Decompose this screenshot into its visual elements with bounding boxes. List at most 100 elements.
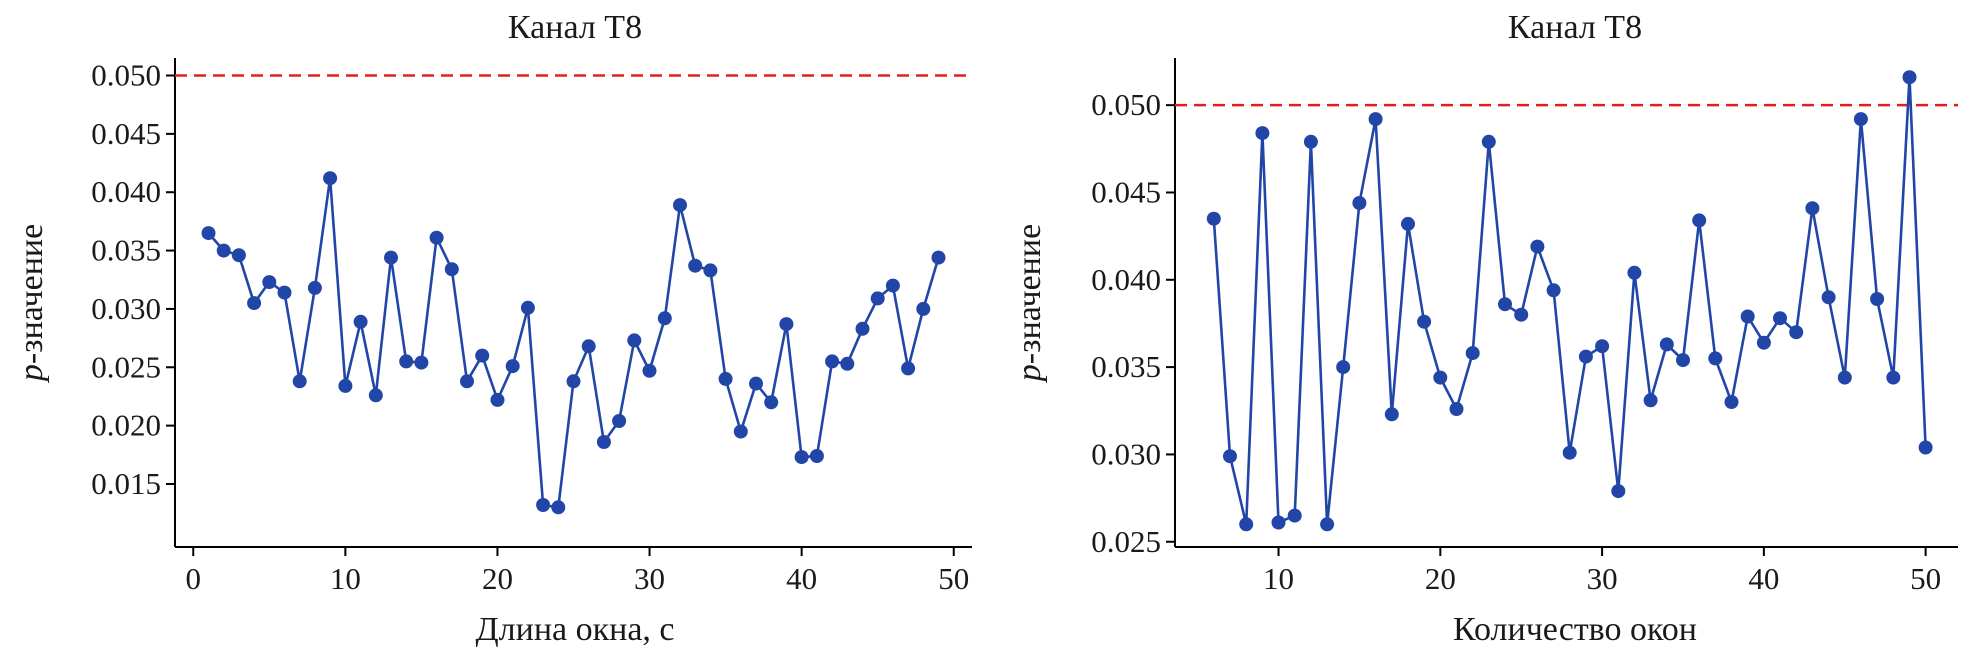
- x-tick-label: 40: [786, 561, 817, 596]
- data-point: [1595, 339, 1610, 354]
- data-point: [855, 321, 870, 336]
- data-point: [1417, 314, 1432, 329]
- data-point: [581, 339, 596, 354]
- y-tick-label: 0.050: [91, 58, 161, 93]
- data-point: [1546, 283, 1561, 298]
- y-tick-label: 0.025: [1091, 524, 1161, 559]
- x-tick-label: 40: [1748, 561, 1779, 596]
- data-point: [353, 314, 368, 329]
- y-tick-label: 0.015: [91, 466, 161, 501]
- y-axis-label-rest: -значение: [1011, 224, 1048, 364]
- data-point: [399, 354, 414, 369]
- data-point: [1287, 508, 1302, 523]
- x-tick-label: 50: [938, 561, 969, 596]
- data-point: [794, 450, 809, 465]
- data-point: [1433, 370, 1448, 385]
- x-tick-label: 30: [634, 561, 665, 596]
- data-point: [1627, 265, 1642, 280]
- data-point: [1465, 346, 1480, 361]
- data-point: [657, 311, 672, 326]
- data-point: [1514, 307, 1529, 322]
- data-point: [931, 250, 946, 265]
- data-point: [1659, 337, 1674, 352]
- data-point: [1611, 484, 1626, 499]
- data-point: [596, 435, 611, 449]
- data-point: [703, 263, 718, 278]
- data-point: [1336, 360, 1351, 375]
- data-point: [1870, 292, 1885, 306]
- data-point: [1320, 517, 1335, 532]
- y-tick-label: 0.050: [1091, 87, 1161, 122]
- data-point: [733, 424, 748, 439]
- data-point: [627, 333, 642, 348]
- y-tick-label: 0.045: [1091, 174, 1161, 209]
- data-point: [1724, 395, 1739, 409]
- data-point: [642, 363, 657, 378]
- y-tick-label: 0.020: [91, 408, 161, 443]
- data-point: [885, 278, 900, 293]
- y-axis-label-rest: -значение: [13, 224, 50, 364]
- x-axis-label: Длина окна, с: [475, 611, 674, 648]
- data-point: [1562, 445, 1577, 460]
- data-point: [475, 348, 490, 363]
- data-point: [368, 388, 383, 403]
- data-point: [1352, 196, 1367, 210]
- data-point: [323, 171, 338, 186]
- y-axis-label-italic: p: [13, 364, 50, 383]
- y-tick-label: 0.045: [91, 116, 161, 151]
- data-point: [1740, 309, 1755, 324]
- x-tick-label: 10: [330, 561, 361, 596]
- data-point: [1206, 211, 1221, 226]
- y-axis-label-italic: p: [1011, 364, 1048, 383]
- data-point: [1530, 239, 1545, 254]
- data-point: [901, 361, 916, 376]
- data-point: [1255, 126, 1270, 141]
- y-tick-label: 0.035: [91, 233, 161, 268]
- data-point: [1368, 112, 1383, 127]
- data-point: [384, 250, 398, 265]
- data-point: [520, 300, 535, 315]
- data-point: [566, 374, 581, 389]
- x-axis-label: Количество окон: [1453, 611, 1697, 648]
- x-tick-label: 0: [186, 561, 202, 596]
- data-point: [1271, 515, 1286, 530]
- data-point: [1643, 393, 1658, 408]
- x-tick-label: 50: [1910, 561, 1941, 596]
- data-point: [201, 226, 216, 241]
- data-point: [247, 296, 262, 311]
- data-point: [1239, 517, 1254, 532]
- data-point: [1578, 349, 1593, 364]
- data-point: [749, 376, 763, 391]
- y-tick-label: 0.040: [1091, 262, 1161, 297]
- data-point: [1498, 297, 1512, 312]
- data-point: [1853, 112, 1868, 127]
- y-tick-label: 0.035: [1091, 349, 1161, 384]
- x-tick-label: 20: [1425, 561, 1456, 596]
- data-point: [688, 258, 703, 273]
- y-axis-label: p-значение: [13, 224, 50, 383]
- data-point: [1384, 407, 1399, 422]
- x-tick-label: 30: [1587, 561, 1618, 596]
- data-point: [764, 395, 779, 410]
- data-point: [1676, 353, 1690, 368]
- series-line: [207, 178, 940, 509]
- data-point: [1886, 370, 1901, 385]
- data-point: [612, 414, 627, 428]
- data-point: [1449, 402, 1464, 416]
- data-point: [718, 371, 733, 386]
- data-point: [1821, 290, 1836, 305]
- data-point: [536, 498, 551, 512]
- data-point: [216, 243, 231, 258]
- data-point: [292, 374, 307, 389]
- data-point: [277, 285, 292, 300]
- data-point: [307, 280, 322, 295]
- data-point: [779, 317, 794, 332]
- data-point: [444, 262, 459, 277]
- data-point: [429, 230, 444, 245]
- data-point: [551, 500, 566, 515]
- data-point: [1692, 213, 1707, 228]
- y-tick-label: 0.025: [91, 349, 161, 384]
- chart-title: Канал T8: [1508, 9, 1642, 46]
- data-point: [414, 355, 429, 370]
